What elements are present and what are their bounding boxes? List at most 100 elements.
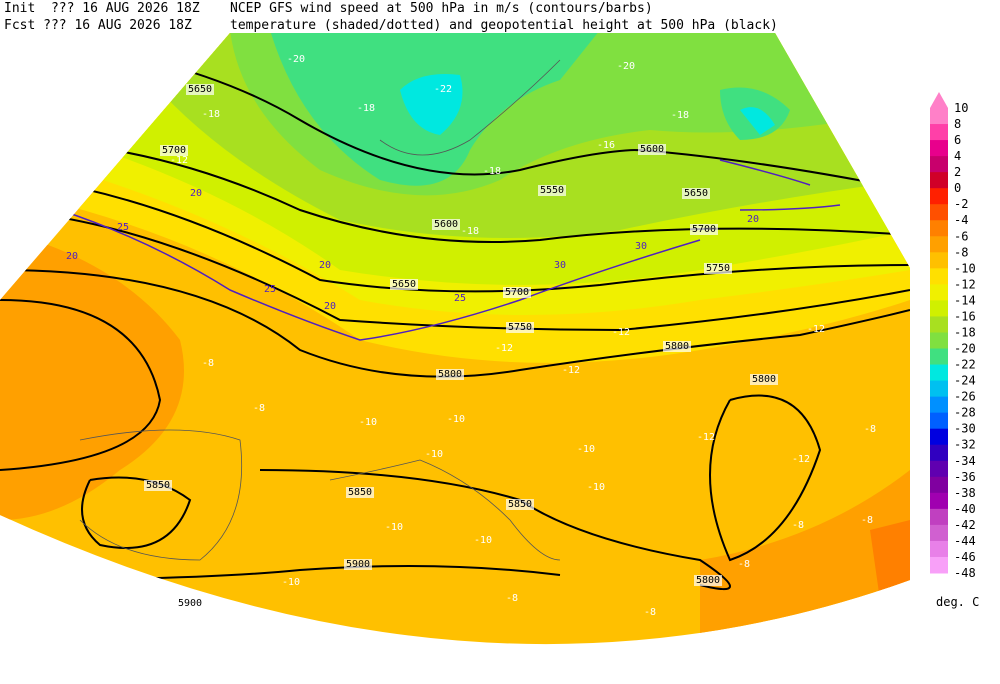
temperature-label: -10	[149, 599, 167, 610]
height-label: 5600	[434, 219, 458, 230]
label-bg	[704, 263, 732, 274]
height-label: 5650	[392, 279, 416, 290]
label-bg	[436, 369, 464, 380]
colorbar-label: 6	[954, 133, 961, 147]
colorbar-label: -20	[954, 342, 976, 356]
label-bg	[186, 84, 214, 95]
height-label: 5650	[188, 84, 212, 95]
colorbar-label: -46	[954, 550, 976, 564]
label-bg	[663, 341, 691, 352]
colorbar-label: -12	[954, 277, 976, 291]
height-label: 5700	[162, 145, 186, 156]
temperature-label: -10	[270, 637, 288, 648]
temperature-label: -12	[562, 365, 580, 376]
colorbar-label: -8	[954, 245, 968, 259]
colorbar-label: 4	[954, 149, 961, 163]
colorbar-label: -18	[954, 325, 976, 339]
colorbar-box	[930, 428, 948, 446]
label-bg	[432, 219, 460, 230]
height-label: 5700	[692, 224, 716, 235]
temperature-label: -12	[792, 454, 810, 465]
temperature-label: -12	[495, 343, 513, 354]
colorbar-box	[930, 252, 948, 269]
height-label: 5850	[146, 480, 170, 491]
colorbar-box	[930, 204, 948, 221]
temperature-label: -18	[461, 226, 479, 237]
temperature-label: -16	[597, 140, 615, 151]
colorbar-box	[930, 284, 948, 301]
temperature-label: -10	[587, 482, 605, 493]
wind-label: 25	[454, 293, 466, 304]
label-bg	[694, 575, 722, 586]
wind-label: 20	[66, 251, 78, 262]
colorbar-box	[930, 156, 948, 173]
wind-label: 25	[117, 222, 129, 233]
height-label: 5800	[665, 341, 689, 352]
colorbar-label: -6	[954, 229, 968, 243]
temperature-label: -10	[359, 417, 377, 428]
colorbar-label: -10	[954, 261, 976, 275]
label-bg	[344, 559, 372, 570]
label-bg	[690, 224, 718, 235]
temperature-label: -22	[434, 84, 452, 95]
colorbar-box	[930, 380, 948, 398]
colorbar-box	[930, 220, 948, 237]
label-bg	[750, 374, 778, 385]
label-bg	[682, 188, 710, 199]
label-bg	[538, 185, 566, 196]
temperature-label: -18	[671, 110, 689, 121]
init-text: Init ??? 16 AUG 2026 18Z	[4, 1, 200, 16]
temperature-label: -8	[253, 403, 265, 414]
height-label: 5800	[696, 575, 720, 586]
temperature-label: -8	[644, 607, 656, 618]
temperature-label: -12	[170, 155, 188, 166]
colorbar-box	[930, 364, 948, 382]
colorbar-label: -2	[954, 197, 968, 211]
height-contours	[0, 39, 910, 591]
colorbar-box	[930, 540, 948, 558]
label-bg	[638, 144, 666, 155]
label-bg	[503, 287, 531, 298]
colorbar-label: -40	[954, 502, 976, 516]
colorbar-label: -16	[954, 309, 976, 323]
colorbar-units: deg. C	[936, 595, 979, 609]
colorbar-label: -34	[954, 454, 976, 468]
colorbar-label: -30	[954, 422, 976, 436]
height-label: 5700	[505, 287, 529, 298]
height-label: 5850	[508, 499, 532, 510]
height-label: 5550	[540, 185, 564, 196]
temperature-label: -20	[287, 54, 305, 65]
colorbar-box	[930, 300, 948, 317]
colorbar-box	[930, 460, 948, 478]
colorbar-label: -28	[954, 406, 976, 420]
colorbar-box	[930, 172, 948, 189]
label-bg	[506, 499, 534, 510]
colorbar-box	[930, 508, 948, 526]
height-label: 5600	[640, 144, 664, 155]
label-bg	[160, 145, 188, 156]
wind-label: 20	[190, 188, 202, 199]
temperature-label: -8	[861, 515, 873, 526]
colorbar-box	[930, 412, 948, 430]
colorbar-label: 2	[954, 165, 961, 179]
height-label: 5900	[346, 559, 370, 570]
colorbar: 10 8 6 4 2 0 -2 -4 -6 -8 -10 -12 -14 -16 -18 -20 -22 -24 -…	[930, 101, 976, 580]
colorbar-box	[930, 556, 948, 574]
colorbar-box	[930, 108, 948, 125]
temperature-label: -8	[738, 559, 750, 570]
height-label: 5750	[706, 263, 730, 274]
colorbar-arrow	[930, 92, 948, 108]
colorbar-label: -14	[954, 293, 976, 307]
colorbar-label: 8	[954, 117, 961, 131]
colorbar-box	[930, 124, 948, 141]
temperature-label: -12	[697, 432, 715, 443]
label-bg	[390, 279, 418, 290]
height-label: 5800	[752, 374, 776, 385]
colorbar-label: -42	[954, 518, 976, 532]
temperature-label: -8	[506, 593, 518, 604]
colorbar-box	[930, 492, 948, 510]
height-label: 5800	[438, 369, 462, 380]
temperature-label: -10	[474, 535, 492, 546]
temperature-label: -8	[864, 424, 876, 435]
